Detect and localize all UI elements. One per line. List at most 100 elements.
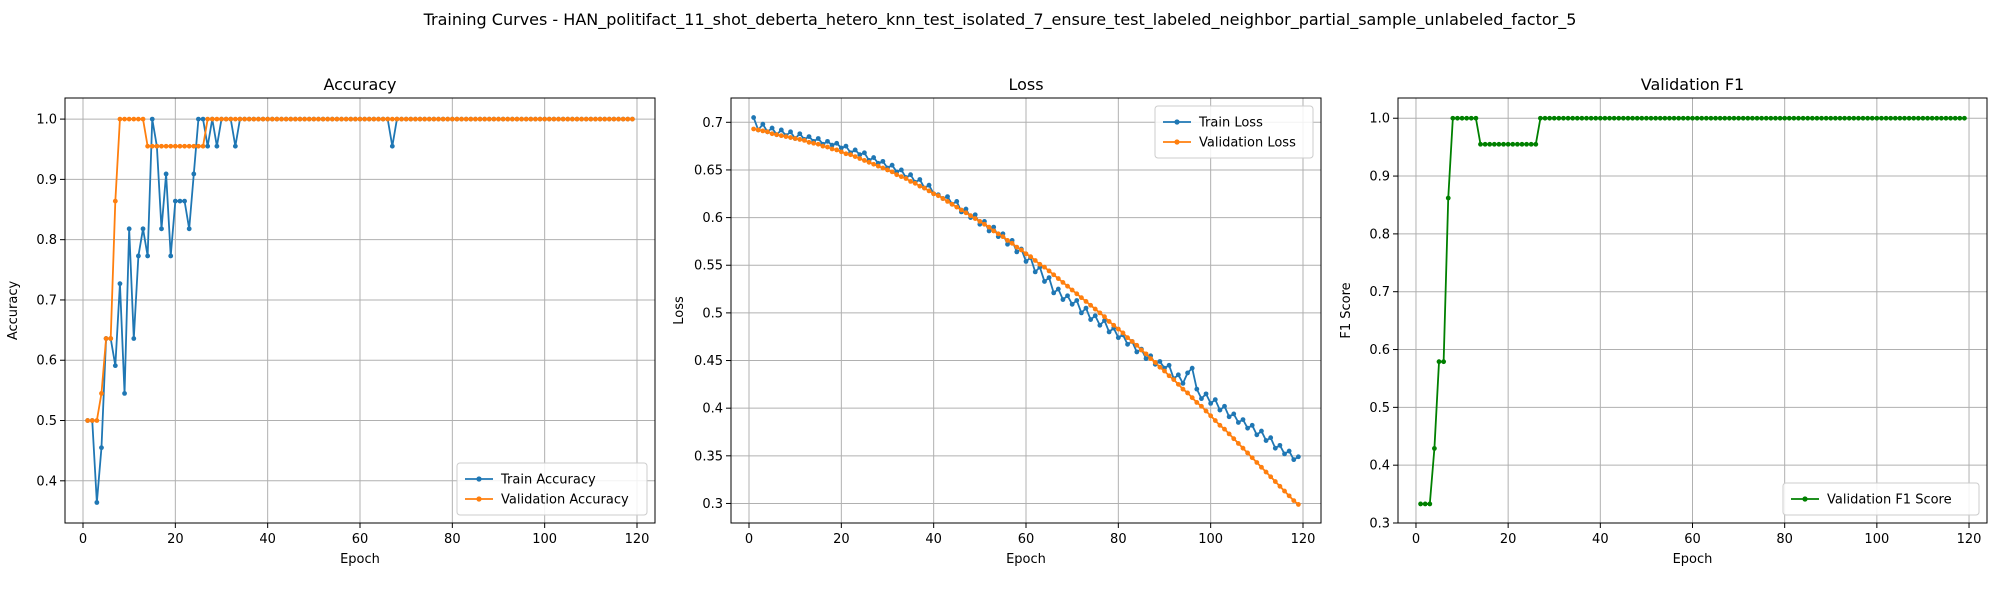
data-point [1166, 362, 1172, 368]
data-point [1231, 411, 1237, 417]
y-tick-label: 0.55 [694, 259, 723, 274]
data-point [1060, 279, 1066, 285]
data-point [399, 116, 404, 122]
y-tick-label: 0.5 [1369, 401, 1390, 416]
data-point [1791, 115, 1797, 121]
data-point [385, 116, 391, 122]
y-tick-label: 0.7 [702, 116, 723, 131]
data-point [1680, 115, 1686, 121]
figure-title: Training Curves - HAN_politifact_11_shot… [423, 10, 1577, 30]
data-point [908, 172, 913, 178]
data-point [838, 149, 844, 155]
data-point [1028, 254, 1034, 260]
data-point [903, 176, 909, 181]
data-point [1042, 279, 1047, 284]
data-point [1588, 115, 1594, 121]
data-point [1699, 115, 1705, 121]
data-point [159, 226, 164, 232]
data-point [1148, 356, 1154, 362]
y-axis-label: Accuracy [6, 281, 21, 341]
data-point [112, 198, 118, 204]
data-point [1277, 483, 1283, 489]
data-point [159, 143, 164, 149]
data-point [454, 116, 460, 122]
data-point [588, 116, 594, 122]
data-point [1450, 115, 1456, 121]
data-point [265, 116, 271, 122]
data-point [329, 116, 335, 122]
data-point [1809, 115, 1815, 121]
data-point [1948, 115, 1953, 121]
data-point [926, 188, 932, 194]
data-point [1263, 469, 1269, 475]
legend-marker [1802, 496, 1808, 502]
data-point [1487, 141, 1493, 147]
legend-box [456, 462, 648, 516]
chart-accuracy: 0 20 40 60 80 100 120 0.4 0.5 0.6 0.7 0.8 0.9 1.0 Accu… [6, 75, 656, 567]
data-point [1538, 115, 1543, 121]
data-point [1055, 276, 1061, 281]
data-point [1023, 259, 1029, 264]
data-point [1445, 195, 1451, 201]
data-point [468, 116, 474, 122]
y-tick-label: 0.3 [1369, 517, 1390, 532]
data-point [898, 174, 904, 180]
data-point [459, 116, 464, 122]
data-point [1902, 115, 1907, 121]
legend-marker [1174, 119, 1180, 125]
data-point [237, 116, 243, 122]
data-point [1750, 115, 1755, 121]
x-tick-label: 60 [352, 532, 369, 547]
data-point [1069, 287, 1075, 293]
data-point [991, 224, 997, 230]
data-point [769, 125, 775, 131]
data-point [94, 500, 100, 505]
data-point [551, 116, 557, 122]
x-tick-label: 100 [532, 532, 557, 547]
chart-panels: 0 20 40 60 80 100 120 0.4 0.5 0.6 0.7 0.8 0.9 1.0 Accu… [6, 75, 1988, 567]
data-point [1222, 426, 1227, 432]
data-point [912, 180, 918, 186]
x-axis-label: Epoch [340, 552, 380, 567]
data-point [1777, 115, 1783, 121]
data-point [834, 147, 840, 153]
data-point [848, 152, 853, 158]
data-point [431, 116, 437, 122]
data-point [1478, 141, 1483, 147]
data-point [112, 363, 118, 369]
data-point [611, 116, 617, 122]
y-tick-label: 0.45 [694, 354, 723, 369]
legend-box [1154, 105, 1314, 159]
data-point [436, 116, 441, 122]
y-tick-label: 0.35 [694, 449, 723, 464]
data-point [880, 165, 886, 171]
legend-label: Validation Loss [1199, 136, 1296, 151]
data-point [366, 116, 372, 122]
data-point [1055, 286, 1061, 292]
data-point [935, 193, 941, 199]
data-point [1422, 501, 1428, 507]
data-point [1685, 115, 1691, 121]
data-point [232, 143, 238, 149]
data-point [1115, 326, 1121, 332]
data-point [168, 253, 174, 259]
data-point [1166, 373, 1172, 379]
data-point [1092, 306, 1098, 312]
plot-frame [1397, 97, 1988, 524]
data-point [806, 139, 812, 145]
data-point [1722, 115, 1728, 121]
data-point [977, 219, 983, 224]
data-point [843, 143, 849, 149]
data-point [871, 161, 877, 167]
data-point [182, 143, 187, 149]
data-point [1464, 115, 1470, 121]
data-point [223, 116, 229, 122]
x-tick-label: 100 [1198, 532, 1223, 547]
data-point [1111, 322, 1117, 328]
data-point [1952, 115, 1958, 121]
plot-frame [64, 97, 656, 524]
data-point [1134, 349, 1140, 355]
data-point [583, 116, 589, 122]
data-point [945, 194, 950, 200]
data-point [963, 206, 969, 212]
